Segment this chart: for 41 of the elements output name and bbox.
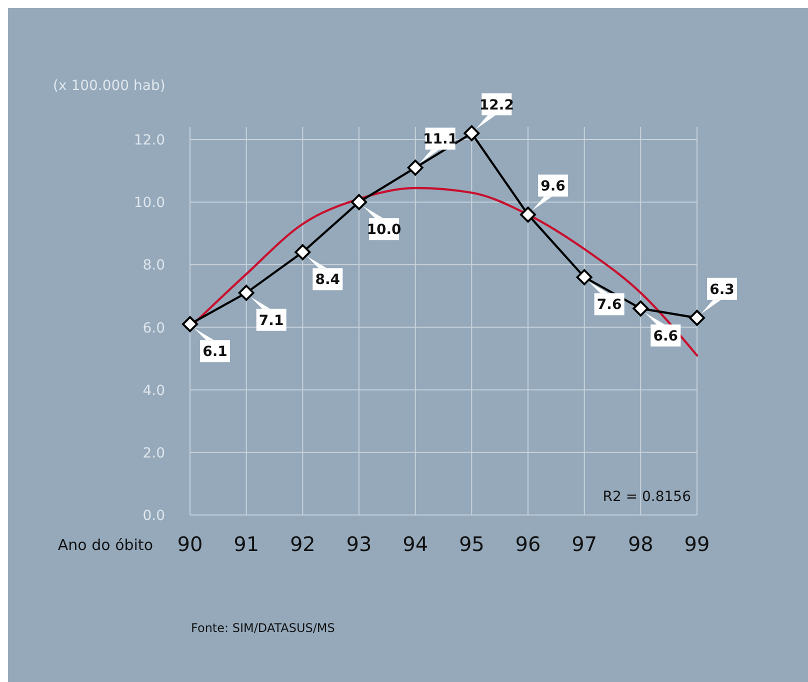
x-tick-label: 96 (515, 532, 541, 556)
y-tick-label: 4.0 (142, 382, 165, 399)
data-label: 8.4 (315, 272, 340, 288)
point (238, 284, 254, 301)
x-tick-label: 90 (177, 532, 203, 556)
y-tick-label: 2.0 (142, 445, 165, 462)
point (576, 269, 592, 286)
y-tick-label: 0.0 (142, 508, 165, 524)
x-tick-label: 92 (290, 532, 316, 556)
point (294, 244, 311, 260)
x-tick-label: 97 (572, 532, 598, 556)
data-label: 7.1 (258, 312, 284, 329)
data-label: 6.1 (202, 344, 228, 360)
data-label: 9.6 (540, 178, 566, 195)
x-tick-label: 93 (346, 532, 372, 556)
data-label: 10.0 (366, 222, 402, 238)
data-label: 7.6 (596, 297, 622, 314)
point (689, 310, 705, 326)
y-axis-title: (x 100.000 hab) (53, 78, 166, 94)
x-tick-label: 99 (684, 532, 710, 556)
point (520, 206, 536, 223)
point (632, 300, 649, 316)
data-label: 6.6 (653, 328, 678, 344)
x-tick-label: 95 (458, 532, 484, 556)
point (407, 160, 424, 176)
point (464, 125, 480, 142)
data-label: 11.1 (423, 132, 458, 148)
annotation: R2 = 0.8156 (602, 489, 692, 505)
y-tick-label: 12.0 (134, 132, 165, 149)
x-tick-label: 98 (628, 532, 654, 556)
point (182, 316, 198, 332)
data-label: 12.2 (479, 97, 514, 114)
x-tick-label: 94 (402, 532, 428, 556)
y-tick-label: 6.0 (142, 320, 165, 336)
source-note: Fonte: SIM/DATASUS/MS (191, 621, 335, 635)
point (351, 194, 367, 210)
data-label: 6.3 (710, 282, 734, 298)
y-tick-label: 8.0 (142, 258, 165, 274)
x-axis-title: Ano do óbito (58, 536, 153, 554)
x-tick-label: 91 (234, 532, 260, 556)
y-tick-label: 10.0 (134, 195, 165, 212)
